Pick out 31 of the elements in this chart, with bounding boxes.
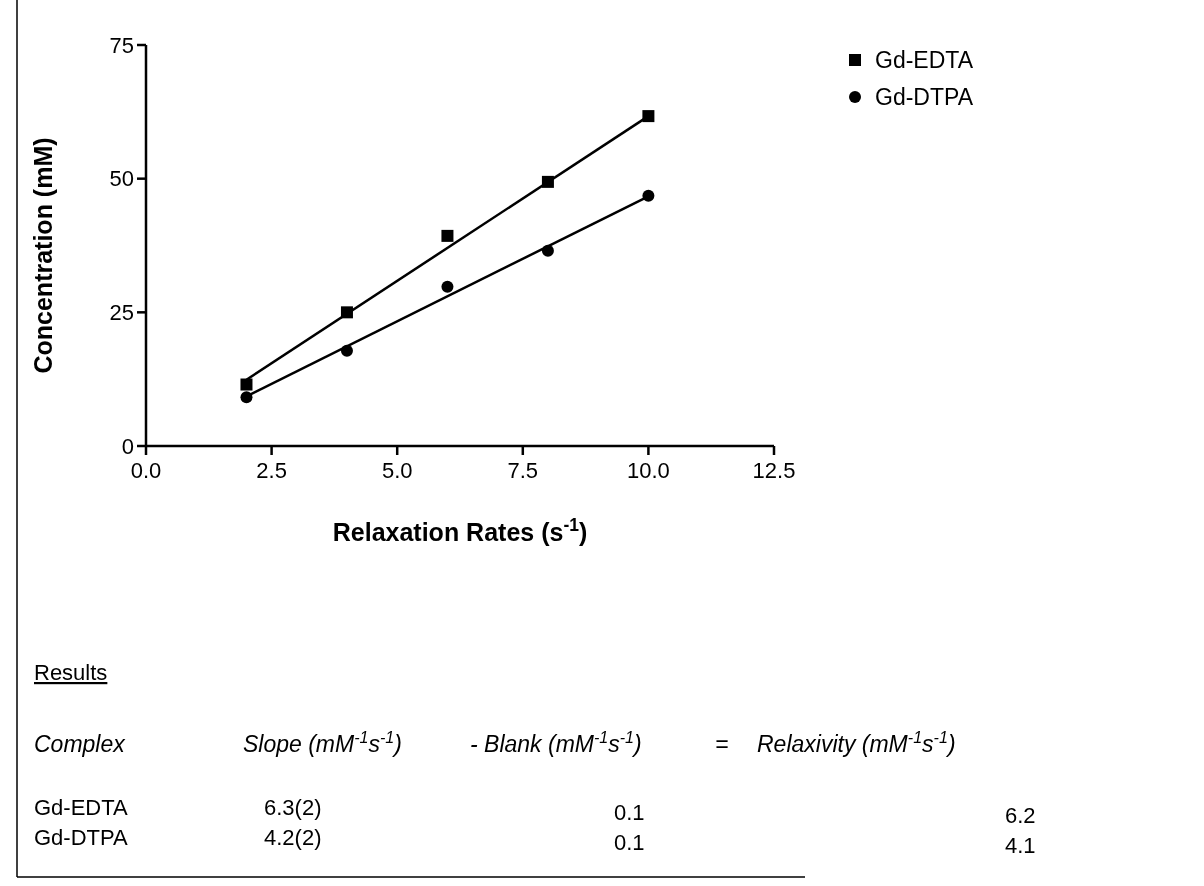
point: [441, 229, 454, 242]
y-axis-title: Concentration (mM): [29, 137, 57, 374]
text: Relaxivity (mM$^{-1}$s$^{-1}$): [757, 728, 956, 757]
text: 0.1: [614, 830, 645, 855]
y-tick-label: 0: [121, 433, 134, 459]
text: 6.2: [1005, 803, 1036, 828]
text: Gd-EDTA: [34, 795, 129, 820]
x-tick-label: 12.5: [752, 458, 796, 483]
x-tick-label: 2.5: [256, 458, 287, 483]
text: Gd-DTPA: [34, 825, 129, 850]
text: =: [715, 731, 729, 757]
text: Slope (mM$^{-1}$s$^{-1}$): [243, 728, 402, 757]
text: 6.3(2): [264, 795, 322, 820]
text: - Blank (mM$^{-1}$s$^{-1}$): [470, 728, 642, 757]
text: 4.1: [1005, 833, 1036, 858]
x-tick-label: 0.0: [130, 458, 162, 483]
x-tick-label: 5.0: [381, 458, 413, 483]
text: 4.2(2): [264, 825, 322, 850]
x-tick-label: 10.0: [626, 458, 670, 483]
point: [240, 378, 253, 391]
x-axis-title: Relaxation Rates (s$^{-1}$): [332, 515, 588, 546]
y-tick-label: 25: [109, 300, 134, 326]
text: Complex: [34, 731, 127, 757]
x-tick-label: 7.5: [507, 458, 539, 483]
text: Results: [34, 660, 108, 685]
y-tick-label: 50: [109, 166, 134, 192]
legend-label: Gd-EDTA: [875, 47, 974, 74]
text: 0.1: [614, 800, 645, 825]
point: [441, 280, 454, 293]
y-tick-label: 75: [109, 32, 134, 58]
legend-label: Gd-DTPA: [875, 84, 974, 111]
